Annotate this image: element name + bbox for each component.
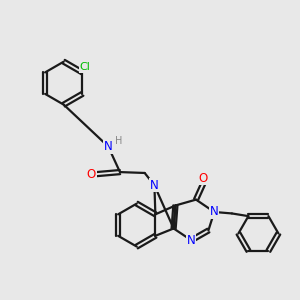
Text: Cl: Cl [79,62,90,72]
Text: O: O [87,168,96,181]
Text: O: O [199,172,208,184]
Text: N: N [104,140,112,153]
Text: H: H [115,136,122,146]
Text: N: N [187,234,196,247]
Text: N: N [210,206,219,218]
Text: N: N [150,179,159,192]
